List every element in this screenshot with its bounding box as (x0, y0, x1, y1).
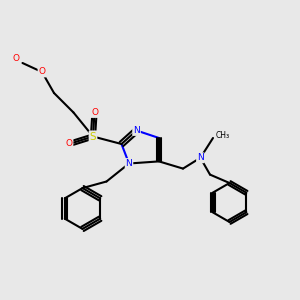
Text: O: O (91, 108, 98, 117)
Text: N: N (197, 153, 204, 162)
Text: O: O (38, 68, 46, 76)
Text: N: N (133, 126, 140, 135)
Text: O: O (65, 140, 73, 148)
Text: S: S (90, 131, 96, 142)
Text: CH₃: CH₃ (216, 131, 230, 140)
Text: O: O (12, 54, 20, 63)
Text: N: N (126, 159, 132, 168)
